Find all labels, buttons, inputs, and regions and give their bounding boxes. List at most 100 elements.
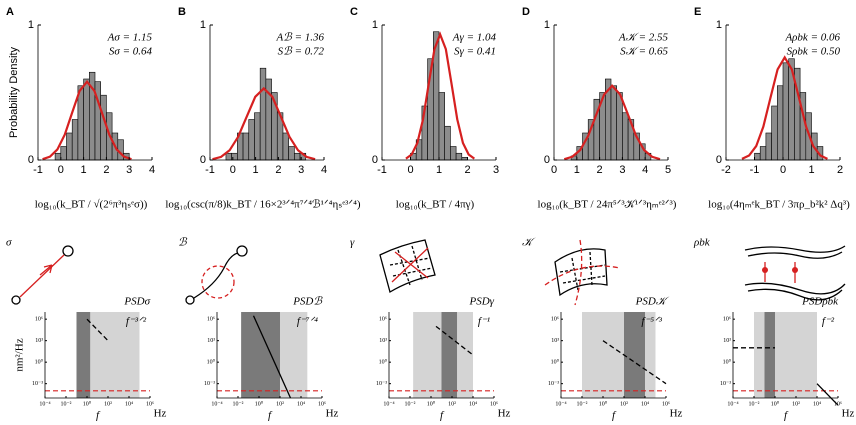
x-tick-label: 1	[81, 164, 87, 176]
x-tick-label: 1	[808, 164, 814, 176]
x-tick-label: 10²	[448, 401, 456, 407]
bar	[444, 125, 451, 161]
unit-label: Hz	[154, 408, 167, 420]
annotation: Aσ = 1.15	[107, 32, 153, 44]
bar	[60, 146, 67, 161]
x-tick-label: 2	[103, 164, 109, 176]
x-tick-label: 10⁻⁴	[383, 401, 394, 407]
x-tick-label: -2	[721, 164, 731, 176]
symbol: 𝒦	[522, 237, 536, 249]
y-tick-label: 10⁻³	[32, 381, 43, 387]
annotation: Aℬ = 1.36	[275, 32, 324, 44]
psd-label: PSD𝒦	[635, 296, 670, 308]
fit-curve	[741, 55, 828, 160]
x-axis-label: log₁₀(csc(π/8)k_BT / 16×2³ᐟ⁴π⁷ᐟ⁴ℬ¹ᐟ⁴ηₛᵉ³…	[165, 199, 361, 211]
bar	[282, 132, 289, 161]
x-tick-label: 10⁶	[318, 401, 326, 407]
power-law	[816, 383, 839, 406]
x-axis-label: log₁₀(4ηₘᵉk_BT / 3πρ_b²k² Δq³)	[708, 199, 850, 211]
x-tick-label: 10⁰	[771, 400, 780, 407]
y-tick-label: 10⁰	[35, 359, 44, 366]
x-tick-label: 10⁰	[599, 400, 608, 407]
tension-icon	[379, 239, 436, 293]
bar	[77, 85, 84, 161]
fit-curve	[563, 84, 661, 161]
bar	[461, 157, 468, 161]
x-tick-label: 2	[464, 164, 470, 176]
y-tick-label: 10⁰	[723, 359, 732, 366]
x-tick-label: 2	[597, 164, 603, 176]
power-law	[86, 318, 109, 342]
dark-band	[76, 312, 91, 398]
x-tick-label: 10²	[792, 401, 800, 407]
bar	[248, 119, 255, 161]
x-tick-label: 10⁴	[813, 401, 821, 407]
bar	[771, 105, 778, 161]
x-tick-label: 10²	[620, 401, 628, 407]
bar	[438, 92, 445, 161]
y-tick-label: 10⁶	[551, 317, 559, 323]
annotation: Sγ = 0.41	[454, 46, 496, 58]
annotation: Sσ = 0.64	[109, 46, 153, 58]
bar	[776, 85, 784, 161]
panel-letter: D	[522, 6, 530, 18]
x-axis-label: log₁₀(k_BT / 4πγ)	[396, 199, 475, 211]
x-tick-label: -1	[205, 164, 215, 176]
x-tick-label: 1	[253, 164, 259, 176]
x-tick-label: 4	[642, 164, 648, 176]
x-tick-label: 10⁻²	[577, 401, 588, 407]
bending-icon	[185, 245, 248, 305]
bar	[254, 112, 261, 161]
bar	[259, 67, 267, 161]
dark-band	[241, 312, 280, 398]
x-tick-label: 10⁴	[469, 401, 477, 407]
x-tick-label: 10⁴	[125, 401, 133, 407]
curvature-icon	[544, 239, 621, 306]
symbol: ρbk	[693, 237, 711, 249]
symbol: ℬ	[178, 237, 188, 249]
y-tick-label: 10³	[723, 338, 731, 344]
icons	[11, 239, 846, 306]
panel-letter: B	[178, 6, 186, 18]
x-tick-label: -1	[377, 164, 387, 176]
x-tick-label: 3	[298, 164, 304, 176]
x-tick-label: 10²	[104, 401, 112, 407]
bar	[610, 85, 617, 161]
annotation: S𝒦 = 0.65	[620, 46, 668, 58]
y-tick-label: 10⁶	[723, 317, 731, 323]
y-tick-label: 0	[372, 154, 378, 166]
x-tick-label: 10²	[276, 401, 284, 407]
y-tick-label: 10⁰	[551, 359, 560, 366]
bar	[754, 152, 761, 161]
membrane-icon	[744, 245, 846, 301]
annotation: A𝒦 = 2.55	[618, 32, 669, 44]
x-tick-label: 3	[619, 164, 625, 176]
x-tick-label: 10⁰	[83, 400, 92, 407]
y-tick-label: 10⁶	[379, 317, 387, 323]
bar	[66, 132, 73, 161]
bar	[100, 94, 107, 161]
x-tick-label: 4	[321, 164, 327, 176]
y-tick-label: 0	[716, 154, 722, 166]
x-tick-label: 10⁶	[490, 401, 498, 407]
x-tick-label: 10⁴	[641, 401, 649, 407]
x-tick-label: 0	[780, 164, 786, 176]
panel-letter: C	[350, 6, 358, 18]
y-tick-label: 10³	[379, 338, 387, 344]
bar	[71, 119, 79, 161]
y-tick-label: 1	[372, 19, 378, 31]
power-law	[252, 315, 292, 399]
unit-label: Hz	[842, 408, 855, 420]
y-tick-label: 10⁻³	[376, 381, 387, 387]
x-tick-label: -1	[33, 164, 43, 176]
x-tick-label: 10⁻²	[749, 401, 760, 407]
bar	[622, 112, 629, 161]
bar	[782, 62, 789, 161]
fit-curve	[212, 86, 316, 161]
panel-letter: E	[694, 6, 701, 18]
y-tick-label: 10³	[551, 338, 559, 344]
psd-label: PSDρbk	[801, 296, 839, 308]
symbol: γ	[350, 237, 355, 249]
x-tick-label: 10⁻²	[61, 401, 72, 407]
